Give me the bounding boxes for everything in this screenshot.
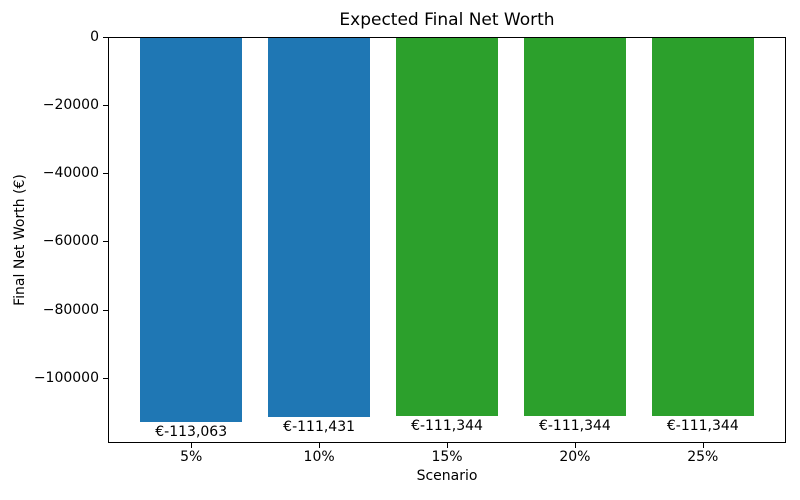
y-tick-mark — [103, 105, 108, 107]
bar-value-label: €-111,344 — [538, 418, 611, 435]
x-tick-mark — [447, 443, 448, 448]
x-tick-mark — [191, 443, 193, 448]
bar — [140, 37, 243, 423]
bar — [267, 37, 371, 417]
chart-title: Expected Final Net Worth — [339, 10, 555, 30]
y-tick-label: −20000 — [42, 97, 99, 114]
x-tick-label: 5% — [180, 449, 203, 465]
bar — [523, 37, 627, 417]
bar-value-label: €-111,431 — [283, 418, 356, 435]
bar-value-label: €-111,344 — [666, 418, 739, 435]
bar-value-label: €-113,063 — [155, 424, 228, 441]
bar — [651, 37, 754, 417]
y-tick-label: −40000 — [42, 165, 99, 182]
y-tick-mark — [103, 377, 108, 379]
y-tick-mark — [103, 241, 108, 243]
x-tick-mark — [702, 443, 704, 448]
y-tick-mark — [103, 309, 108, 311]
x-tick-mark — [574, 443, 576, 448]
y-tick-label: 0 — [90, 29, 99, 45]
x-axis-label: Scenario — [416, 468, 478, 484]
y-tick-label: −100000 — [33, 369, 99, 386]
x-tick-label: 15% — [431, 449, 463, 465]
y-tick-mark — [103, 37, 108, 38]
y-tick-label: −60000 — [42, 233, 99, 250]
bar — [395, 37, 499, 417]
x-tick-label: 20% — [559, 449, 591, 465]
bar-value-label: €-111,344 — [411, 418, 483, 435]
y-tick-mark — [103, 173, 108, 175]
x-tick-label: 10% — [303, 449, 335, 465]
x-tick-label: 25% — [687, 449, 719, 465]
y-tick-label: −80000 — [42, 301, 99, 318]
x-tick-mark — [319, 443, 321, 448]
